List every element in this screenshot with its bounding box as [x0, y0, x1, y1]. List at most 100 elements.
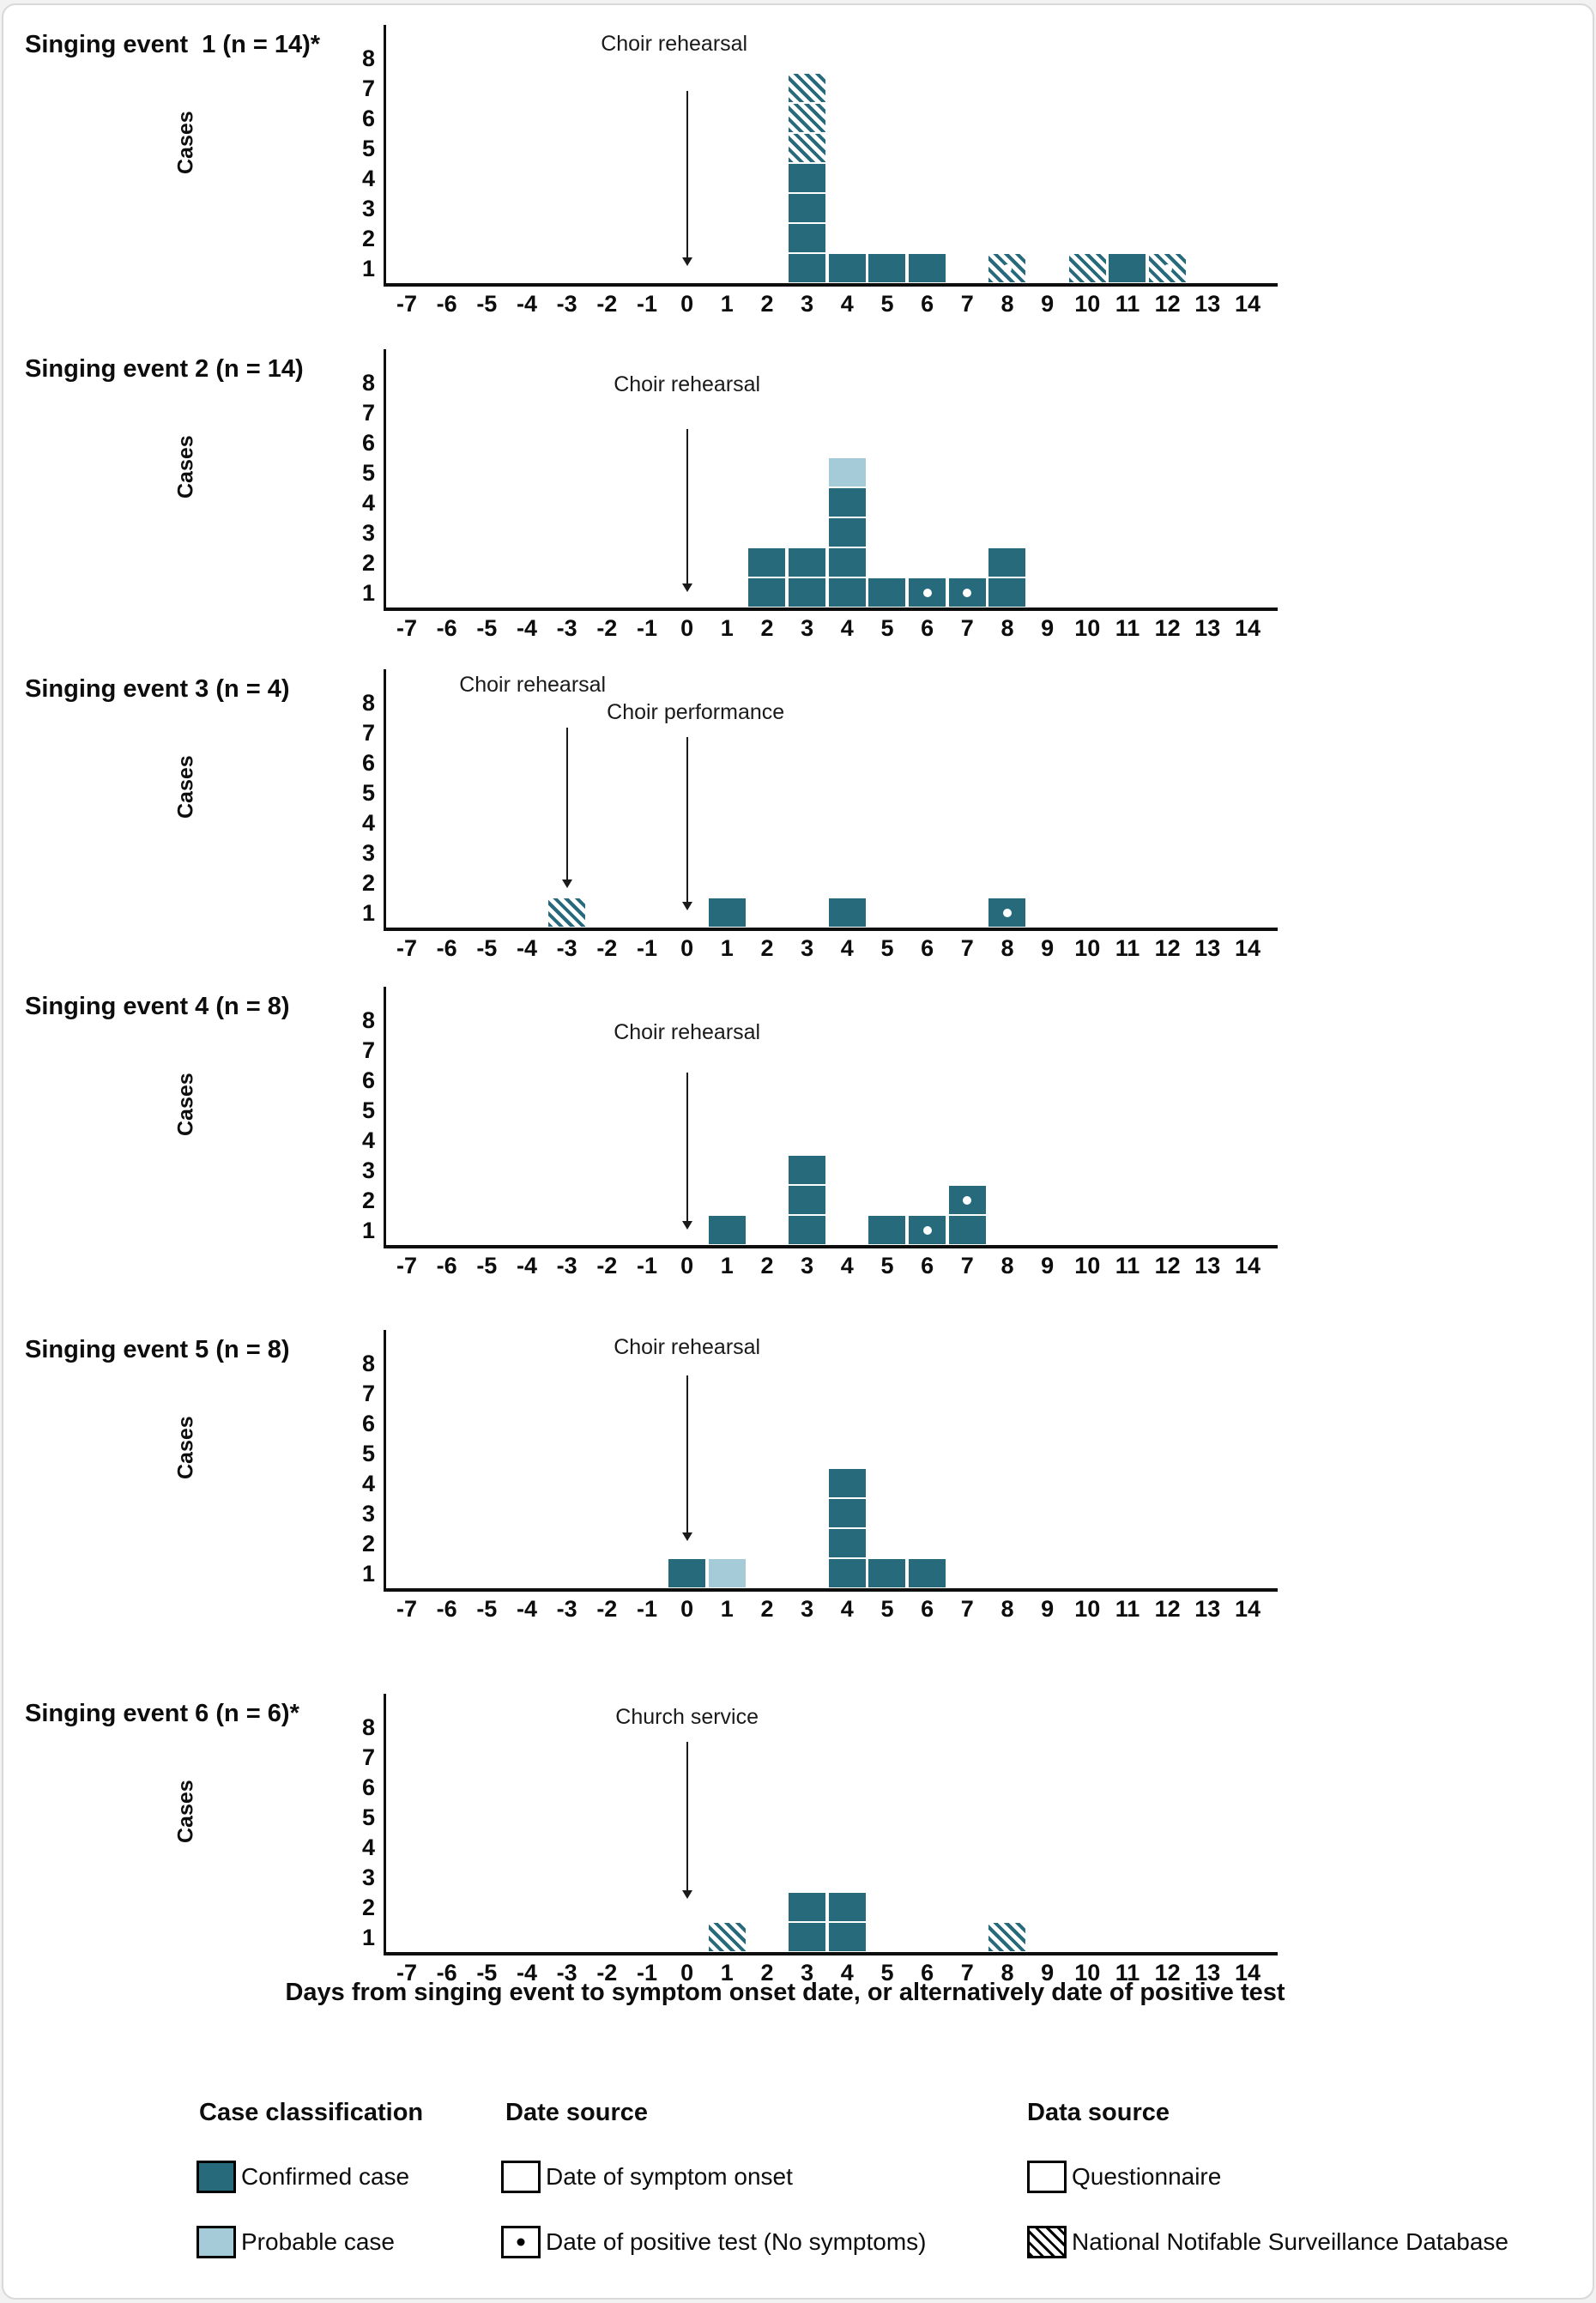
x-tick-label: 4 — [840, 1960, 854, 1986]
case-square — [828, 458, 866, 487]
positive-test-dot-icon — [1163, 263, 1172, 273]
x-tick-label: 12 — [1154, 615, 1181, 641]
panel-singing-event-3: Singing event 3 (n = 4) Cases 1 2 3 4 5 6 7 8 -7 -6… — [3, 667, 1593, 976]
confirmed-case-swatch-icon — [196, 2161, 236, 2193]
panel-title: Singing event 3 (n = 4) — [25, 675, 290, 703]
x-tick-label: -1 — [636, 291, 657, 317]
x-tick-label: -2 — [596, 615, 618, 641]
panel-title: Singing event 2 (n = 14) — [25, 355, 304, 383]
legend-item-label: Date of symptom onset — [546, 2163, 793, 2190]
x-tick-label: 11 — [1115, 291, 1140, 317]
x-tick-label: 0 — [680, 1596, 694, 1622]
x-tick-label: -1 — [636, 1596, 657, 1622]
probable-case-swatch-icon — [196, 2226, 236, 2258]
x-tick-label: 10 — [1074, 615, 1101, 641]
x-tick-label: 7 — [960, 935, 974, 961]
case-square — [948, 1216, 986, 1244]
x-tick-label: 9 — [1041, 1596, 1055, 1622]
x-tick-label: 7 — [960, 291, 974, 317]
y-tick-label: 4 — [361, 1834, 375, 1860]
event-arrow — [686, 1742, 688, 1891]
legend-heading-data-source: Data source — [1027, 2099, 1170, 2126]
x-tick-label: -7 — [396, 1253, 417, 1278]
x-tick-label: 8 — [1001, 1960, 1014, 1986]
case-square — [828, 518, 866, 547]
legend-heading-case-classification: Case classification — [199, 2099, 424, 2126]
case-square — [988, 578, 1026, 607]
legend-item-label: National Notifable Surveillance Database — [1072, 2228, 1508, 2255]
event-annotation-label: Choir rehearsal — [601, 31, 748, 56]
x-tick-label: 2 — [760, 615, 774, 641]
x-tick-label: -6 — [436, 1596, 457, 1622]
y-tick-label: 1 — [361, 1217, 375, 1243]
case-square — [748, 578, 786, 607]
panels-container: Singing event 1 (n = 14)* Cases 1 2 3 4 5 6 7 8 -7… — [3, 22, 1593, 1987]
y-tick-label: 5 — [361, 1440, 375, 1466]
x-tick-label: 5 — [880, 1596, 894, 1622]
positive-test-dot-icon — [963, 1195, 972, 1205]
x-tick-label: 0 — [680, 935, 694, 961]
x-tick-label: 8 — [1001, 291, 1014, 317]
x-tick-label: 6 — [921, 1960, 934, 1986]
nnsd-hatch-swatch-icon — [1027, 2226, 1067, 2258]
x-tick-label: 3 — [801, 1960, 814, 1986]
x-tick-label: 3 — [801, 1596, 814, 1622]
x-tick-label: 5 — [880, 615, 894, 641]
y-tick-label: 7 — [361, 1037, 375, 1063]
x-tick-label: 9 — [1041, 291, 1055, 317]
y-tick-label: 4 — [361, 1127, 375, 1153]
black-dot-icon — [517, 2238, 525, 2246]
x-tick-label: 14 — [1234, 291, 1260, 317]
x-tick-label: -4 — [516, 615, 537, 641]
x-tick-label: 10 — [1074, 291, 1101, 317]
x-tick-label: 12 — [1154, 1596, 1181, 1622]
x-tick-label: -5 — [476, 1596, 498, 1622]
x-tick-label: -3 — [556, 935, 577, 961]
y-tick-label: 6 — [361, 429, 375, 456]
y-axis-line — [384, 669, 386, 928]
x-tick-label: -1 — [636, 935, 657, 961]
x-tick-label: 13 — [1194, 615, 1221, 641]
x-tick-label: 10 — [1074, 1253, 1101, 1278]
y-tick-label: 5 — [361, 779, 375, 806]
event-annotation-label: Choir rehearsal — [614, 1335, 761, 1359]
x-tick-label: -4 — [516, 935, 537, 961]
x-tick-label: 6 — [921, 1253, 934, 1278]
x-tick-label: -4 — [516, 1596, 537, 1622]
y-tick-label: 2 — [361, 1530, 375, 1556]
y-tick-label: 4 — [361, 489, 375, 516]
x-tick-label: 13 — [1194, 1960, 1221, 1986]
x-tick-label: -1 — [636, 1253, 657, 1278]
y-tick-label: 5 — [361, 1097, 375, 1123]
x-tick-label: 8 — [1001, 615, 1014, 641]
case-square — [948, 578, 986, 607]
x-tick-label: -3 — [556, 1960, 577, 1986]
legend-item-label: Confirmed case — [241, 2163, 410, 2190]
x-axis-line — [384, 1952, 1278, 1955]
x-tick-label: 5 — [880, 935, 894, 961]
y-tick-label: 6 — [361, 749, 375, 776]
y-tick-label: 6 — [361, 1410, 375, 1436]
x-tick-label: 12 — [1154, 1253, 1181, 1278]
y-tick-label: 2 — [361, 869, 375, 896]
x-tick-label: 2 — [760, 1596, 774, 1622]
x-tick-label: 13 — [1194, 935, 1221, 961]
x-tick-label: 1 — [720, 291, 734, 317]
case-square — [909, 254, 946, 282]
x-tick-label: 10 — [1074, 1960, 1101, 1986]
y-tick-label: 2 — [361, 1187, 375, 1213]
case-square — [668, 1559, 706, 1587]
case-square — [708, 1923, 746, 1951]
event-arrow-head-icon — [681, 257, 692, 266]
x-tick-label: 14 — [1234, 1960, 1260, 1986]
y-axis-label: Cases — [173, 1416, 198, 1479]
y-axis-line — [384, 987, 386, 1245]
x-tick-label: -2 — [596, 291, 618, 317]
x-tick-label: -4 — [516, 1960, 537, 1986]
panel-singing-event-4: Singing event 4 (n = 8) Cases 1 2 3 4 5 6 7 8 -7 -6… — [3, 984, 1593, 1293]
positive-test-swatch-icon — [501, 2226, 541, 2258]
y-tick-label: 6 — [361, 105, 375, 131]
x-tick-label: -6 — [436, 1253, 457, 1278]
x-tick-label: 6 — [921, 615, 934, 641]
event-arrow — [565, 728, 568, 880]
